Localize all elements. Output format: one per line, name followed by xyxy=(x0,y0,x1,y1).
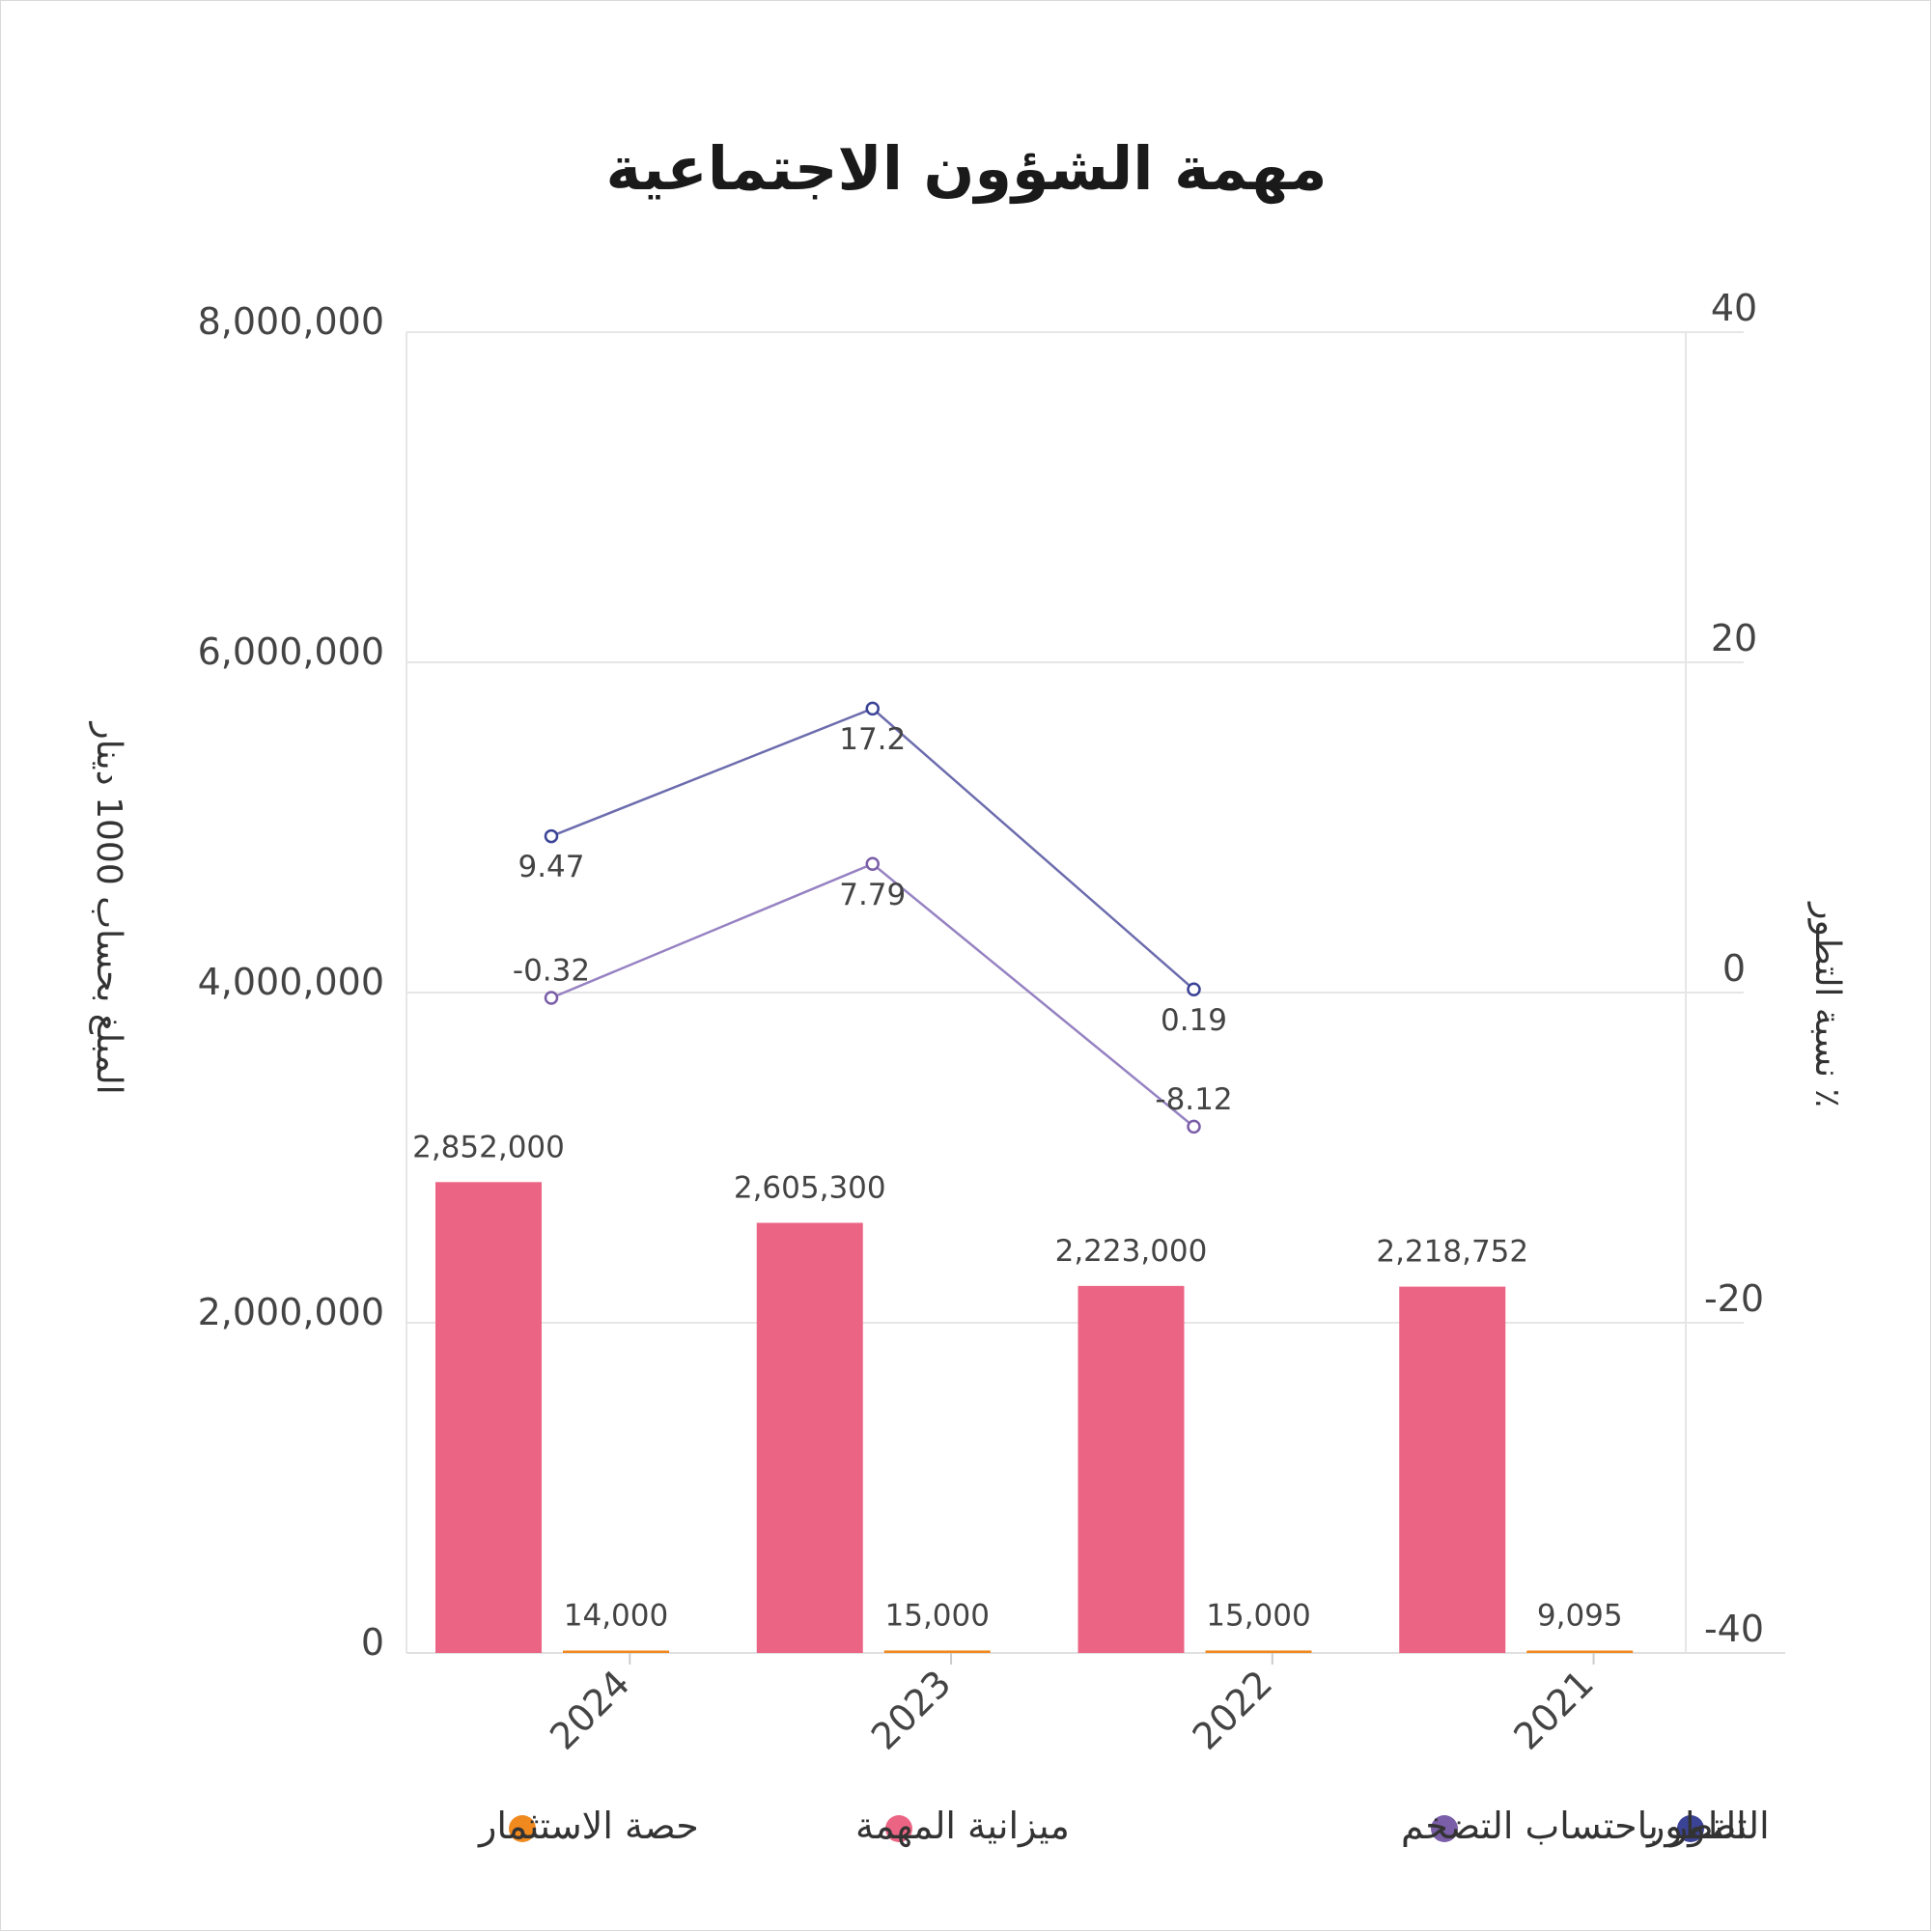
budget-bar xyxy=(435,1182,542,1653)
budget-bar xyxy=(1077,1285,1185,1653)
investment-bar xyxy=(1205,1650,1312,1653)
legend-marker xyxy=(1431,1815,1458,1842)
line-point xyxy=(865,856,880,872)
legend-marker xyxy=(885,1815,912,1842)
x-tick-label: 2024 xyxy=(542,1662,638,1758)
data-labels: 2,852,000 2,605,300 2,223,000 2,218,752 14,0… xyxy=(412,722,1623,1634)
x-tick-label: 2022 xyxy=(1185,1662,1281,1758)
x-tick-label: 2023 xyxy=(863,1662,960,1758)
bar-value-label: 14,000 xyxy=(564,1599,668,1634)
investment-bar xyxy=(563,1650,669,1653)
y2-tick-label: -20 xyxy=(1704,1277,1764,1320)
line-value-label: 7.79 xyxy=(839,878,906,912)
y-axis-label-left: المبلغ بحساب 1000 دينار xyxy=(89,720,128,1094)
investment-bar xyxy=(883,1650,991,1653)
y2-tick-label: 20 xyxy=(1711,617,1757,659)
bar-value-label: 9,095 xyxy=(1537,1599,1623,1634)
y-tick-label: 6,000,000 xyxy=(198,630,384,673)
y2-tick-label: 40 xyxy=(1711,287,1757,329)
y-tick-label: 8,000,000 xyxy=(198,300,384,343)
legend-label: التطور xyxy=(1645,1805,1747,1848)
line-point xyxy=(865,701,880,716)
budget-bar xyxy=(756,1222,863,1653)
legend-marker xyxy=(509,1815,536,1842)
y-tick-label: 2,000,000 xyxy=(198,1291,384,1333)
bars xyxy=(435,1182,1634,1653)
chart-title: مهمة الشؤون الاجتماعية xyxy=(605,133,1327,204)
line-value-label: -0.32 xyxy=(513,953,590,988)
x-tick-label: 2021 xyxy=(1505,1662,1602,1758)
bar-value-label: 2,852,000 xyxy=(412,1130,565,1164)
bar-value-label: 2,218,752 xyxy=(1376,1235,1528,1270)
y2-tick-label: -40 xyxy=(1704,1608,1764,1650)
y-axis-label-right: ٪ نسبة التطور xyxy=(1807,901,1847,1107)
legend-marker xyxy=(1677,1815,1704,1842)
legend-label: التطور باحتساب التضخم xyxy=(1401,1805,1770,1848)
line-value-label: -8.12 xyxy=(1155,1082,1232,1117)
line-value-label: 17.2 xyxy=(839,722,906,757)
y2-tick-label: 0 xyxy=(1722,947,1746,990)
lines xyxy=(544,701,1201,1134)
gridlines xyxy=(406,331,1785,1665)
investment-bar xyxy=(1526,1650,1634,1653)
line-point xyxy=(544,991,559,1005)
tick-labels: 0 2,000,000 4,000,000 6,000,000 8,000,000 -40… xyxy=(198,287,1764,1758)
line-point xyxy=(1187,1119,1201,1134)
line-point xyxy=(1187,982,1201,997)
bar-value-label: 2,605,300 xyxy=(734,1170,886,1205)
budget-bar xyxy=(1399,1286,1506,1653)
legend-label: ميزانية المهمة xyxy=(855,1805,1070,1848)
y-tick-label: 0 xyxy=(361,1621,384,1664)
bar-value-label: 15,000 xyxy=(885,1598,990,1633)
y-tick-label: 4,000,000 xyxy=(198,961,384,1003)
line-point xyxy=(544,828,559,844)
bar-value-label: 2,223,000 xyxy=(1055,1234,1208,1269)
legend-label: حصة الاستثمار xyxy=(477,1805,699,1847)
bar-value-label: 15,000 xyxy=(1206,1598,1310,1633)
line-value-label: 0.19 xyxy=(1161,1003,1227,1038)
line-value-label: 9.47 xyxy=(518,850,584,884)
